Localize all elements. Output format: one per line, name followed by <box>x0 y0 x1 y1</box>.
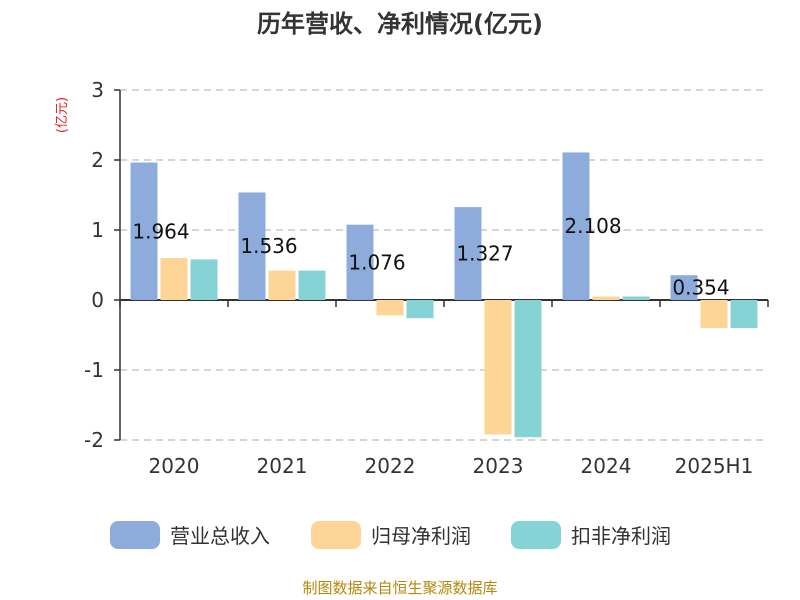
legend-item[interactable]: 营业总收入 <box>110 521 270 549</box>
legend-label: 扣非净利润 <box>571 524 671 548</box>
data-labels: 1.964 1.536 1.076 1.327 2.108 0.354 <box>132 214 729 299</box>
legend-label: 归母净利润 <box>371 524 471 548</box>
legend-swatch <box>511 521 561 549</box>
data-label-revenue: 0.354 <box>672 276 729 300</box>
data-label-revenue: 1.536 <box>240 234 297 258</box>
x-tick-label: 2023 <box>473 454 524 478</box>
y-tick-label: 2 <box>91 148 104 172</box>
bar-revenue-2020 <box>130 162 158 300</box>
data-label-revenue: 2.108 <box>564 214 621 238</box>
bar-net-profit-2025H1 <box>700 300 728 328</box>
bar-net-profit-2024 <box>592 296 620 300</box>
bar-deducted-net-profit-2023 <box>514 300 542 438</box>
bar-revenue-2021 <box>238 192 266 300</box>
grid-lines <box>120 89 768 441</box>
bar-revenue-2023 <box>454 207 482 300</box>
y-tick-label: -2 <box>84 428 104 452</box>
legend[interactable]: 营业总收入 归母净利润 扣非净利润 <box>110 521 671 549</box>
tick-labels: 3 2 1 0 -1 -2 2020 2021 2022 2023 2024 2025H1 <box>84 78 753 478</box>
x-tick-label: 2021 <box>257 454 308 478</box>
bar-net-profit-2020 <box>160 258 188 300</box>
legend-swatch <box>311 521 361 549</box>
data-source-note: 制图数据来自恒生聚源数据库 <box>302 579 497 597</box>
chart-title: 历年营收、净利情况(亿元) <box>257 10 543 38</box>
bar-net-profit-2022 <box>376 300 404 316</box>
bar-net-profit-2021 <box>268 270 296 300</box>
axes <box>114 89 769 441</box>
bar-revenue-2025H1 <box>670 275 698 300</box>
bars <box>130 152 758 438</box>
legend-swatch <box>110 521 160 549</box>
x-tick-label: 2025H1 <box>675 454 754 478</box>
x-tick-label: 2022 <box>365 454 416 478</box>
y-tick-label: 3 <box>91 78 104 102</box>
bar-revenue-2022 <box>346 224 374 300</box>
y-tick-label: 0 <box>91 288 104 312</box>
bar-deducted-net-profit-2020 <box>190 259 218 300</box>
bar-net-profit-2023 <box>484 300 512 435</box>
legend-item[interactable]: 扣非净利润 <box>511 521 671 549</box>
y-tick-label: -1 <box>84 358 104 382</box>
data-label-revenue: 1.327 <box>456 242 513 266</box>
bar-deducted-net-profit-2022 <box>406 300 434 319</box>
legend-label: 营业总收入 <box>170 524 270 548</box>
x-tick-label: 2024 <box>581 454 632 478</box>
bar-deducted-net-profit-2021 <box>298 270 326 300</box>
bar-deducted-net-profit-2025H1 <box>730 300 758 328</box>
data-label-revenue: 1.076 <box>348 250 405 274</box>
x-tick-label: 2020 <box>149 454 200 478</box>
legend-item[interactable]: 归母净利润 <box>311 521 471 549</box>
data-label-revenue: 1.964 <box>132 219 189 243</box>
y-axis-unit-label: (亿元) <box>55 97 70 133</box>
bar-deducted-net-profit-2024 <box>622 296 650 300</box>
bar-revenue-2024 <box>562 152 590 300</box>
y-tick-label: 1 <box>91 218 104 242</box>
